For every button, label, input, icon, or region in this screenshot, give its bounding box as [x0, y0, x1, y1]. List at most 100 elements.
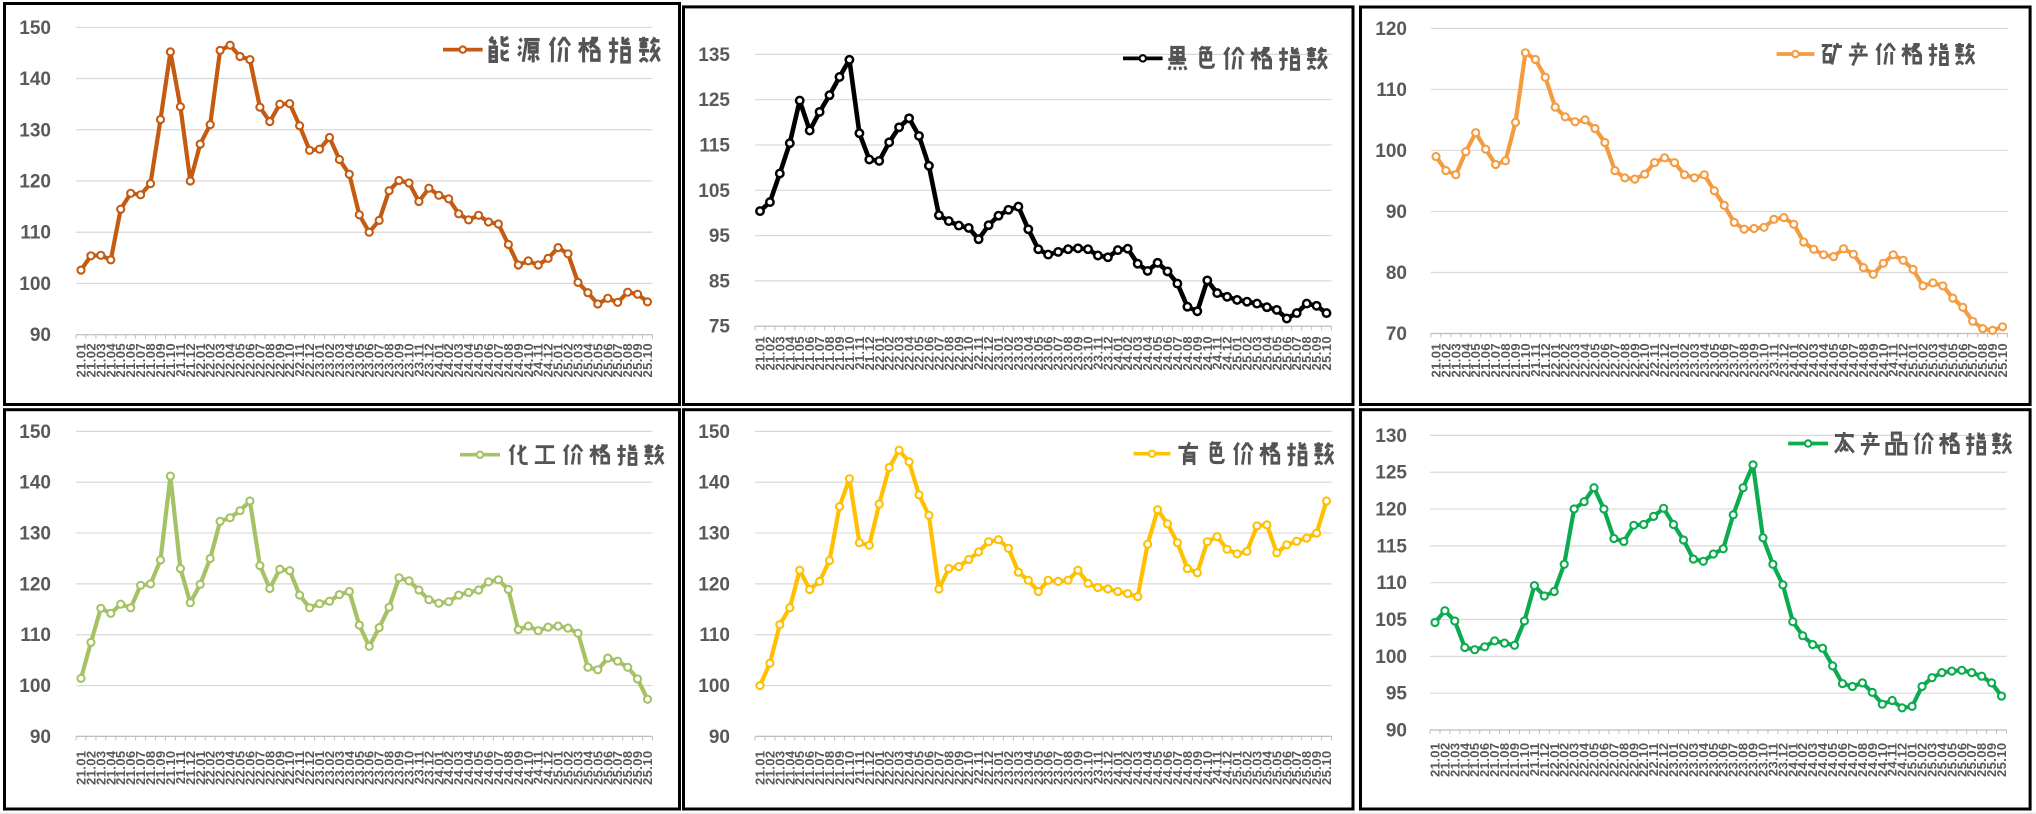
svg-text:25.08: 25.08 [620, 343, 635, 377]
svg-text:22.11: 22.11 [971, 336, 986, 370]
svg-text:22.12: 22.12 [981, 751, 996, 785]
svg-text:25.04: 25.04 [1935, 343, 1950, 378]
svg-text:24.08: 24.08 [1180, 751, 1195, 785]
svg-text:23.03: 23.03 [332, 751, 347, 785]
svg-text:24.12: 24.12 [541, 343, 556, 377]
svg-text:25.06: 25.06 [1279, 751, 1294, 785]
svg-text:22.06: 22.06 [921, 336, 936, 370]
svg-text:22.12: 22.12 [302, 343, 317, 377]
svg-text:23.06: 23.06 [1716, 743, 1731, 777]
svg-text:21.09: 21.09 [1507, 743, 1522, 777]
svg-text:22.09: 22.09 [1626, 743, 1641, 777]
svg-text:23.08: 23.08 [1736, 743, 1751, 777]
svg-text:120: 120 [1375, 19, 1407, 40]
svg-text:24.07: 24.07 [491, 343, 506, 377]
svg-text:23.09: 23.09 [1071, 336, 1086, 370]
svg-text:25.05: 25.05 [1269, 336, 1284, 370]
svg-text:25.08: 25.08 [1975, 343, 1990, 377]
svg-text:23.01: 23.01 [312, 751, 327, 785]
svg-text:21.10: 21.10 [1518, 343, 1533, 377]
svg-text:23.08: 23.08 [382, 751, 397, 785]
svg-text:24.02: 24.02 [1795, 743, 1810, 777]
svg-text:130: 130 [1375, 426, 1407, 447]
svg-text:22.07: 22.07 [931, 336, 946, 370]
svg-text:24.01: 24.01 [431, 751, 446, 785]
svg-text:25.03: 25.03 [570, 343, 585, 377]
svg-text:23.09: 23.09 [392, 751, 407, 785]
svg-text:25.04: 25.04 [580, 750, 595, 785]
svg-text:23.01: 23.01 [1666, 743, 1681, 777]
svg-text:25.02: 25.02 [1915, 743, 1930, 777]
svg-text:25.02: 25.02 [1240, 751, 1255, 785]
svg-text:24.10: 24.10 [1875, 743, 1890, 777]
svg-text:25.10: 25.10 [1319, 336, 1334, 370]
svg-text:24.03: 24.03 [1130, 751, 1145, 785]
svg-text:24.12: 24.12 [541, 751, 556, 785]
svg-text:23.01: 23.01 [1667, 343, 1682, 377]
svg-text:22.09: 22.09 [1627, 343, 1642, 377]
svg-text:150: 150 [698, 422, 730, 443]
svg-text:25.09: 25.09 [630, 751, 645, 785]
svg-text:95: 95 [1386, 684, 1408, 705]
svg-text:25.10: 25.10 [1995, 343, 2010, 377]
svg-text:23.11: 23.11 [1090, 751, 1105, 785]
svg-text:21.01: 21.01 [752, 336, 767, 370]
svg-text:22.05: 22.05 [912, 336, 927, 370]
svg-text:23.07: 23.07 [1727, 343, 1742, 377]
svg-text:23.12: 23.12 [1776, 343, 1791, 377]
svg-text:25.03: 25.03 [1925, 343, 1940, 377]
svg-text:25.07: 25.07 [1965, 343, 1980, 377]
svg-text:22.07: 22.07 [1606, 743, 1621, 777]
svg-text:25.04: 25.04 [1934, 742, 1949, 777]
svg-text:23.05: 23.05 [352, 751, 367, 785]
svg-text:21.01: 21.01 [1428, 343, 1443, 377]
svg-text:21.02: 21.02 [1438, 343, 1453, 377]
svg-text:90: 90 [709, 727, 730, 748]
svg-text:22.04: 22.04 [902, 336, 917, 371]
svg-text:23.11: 23.11 [1766, 343, 1781, 377]
svg-text:22.02: 22.02 [882, 751, 897, 785]
svg-text:24.08: 24.08 [501, 343, 516, 377]
svg-text:22.12: 22.12 [1656, 743, 1671, 777]
svg-text:22.05: 22.05 [912, 751, 927, 785]
svg-text:23.11: 23.11 [1090, 336, 1105, 370]
svg-text:22.09: 22.09 [951, 336, 966, 370]
svg-text:23.08: 23.08 [1061, 336, 1076, 370]
svg-text:22.10: 22.10 [1636, 743, 1651, 777]
svg-text:21.12: 21.12 [183, 751, 198, 785]
svg-text:25.05: 25.05 [1945, 343, 1960, 377]
svg-text:21.09: 21.09 [832, 751, 847, 785]
svg-text:21.11: 21.11 [173, 751, 188, 785]
svg-text:25.06: 25.06 [600, 343, 615, 377]
svg-text:23.06: 23.06 [1041, 336, 1056, 370]
svg-text:23.07: 23.07 [1051, 751, 1066, 785]
svg-text:23.02: 23.02 [1677, 343, 1692, 377]
svg-text:22.06: 22.06 [242, 751, 257, 785]
svg-text:22.03: 22.03 [1568, 343, 1583, 377]
svg-text:23.03: 23.03 [1011, 336, 1026, 370]
svg-text:23.04: 23.04 [1697, 343, 1712, 378]
svg-text:25.08: 25.08 [1299, 751, 1314, 785]
svg-text:25.02: 25.02 [561, 751, 576, 785]
svg-text:21.02: 21.02 [762, 336, 777, 370]
svg-text:22.04: 22.04 [1578, 343, 1593, 378]
svg-text:140: 140 [19, 473, 51, 494]
svg-text:24.09: 24.09 [511, 343, 526, 377]
svg-text:22.05: 22.05 [1588, 343, 1603, 377]
svg-text:21.05: 21.05 [792, 751, 807, 785]
svg-text:24.10: 24.10 [521, 343, 536, 377]
svg-text:22.02: 22.02 [1557, 743, 1572, 777]
svg-text:25.09: 25.09 [630, 343, 645, 377]
svg-text:25.04: 25.04 [1259, 336, 1274, 371]
svg-text:23.08: 23.08 [1061, 751, 1076, 785]
svg-text:23.03: 23.03 [332, 343, 347, 377]
svg-text:22.02: 22.02 [203, 751, 218, 785]
svg-text:23.12: 23.12 [421, 343, 436, 377]
svg-text:24.02: 24.02 [1120, 751, 1135, 785]
svg-text:22.09: 22.09 [272, 751, 287, 785]
svg-text:23.06: 23.06 [362, 343, 377, 377]
svg-text:23.05: 23.05 [1031, 336, 1046, 370]
svg-text:22.03: 22.03 [213, 751, 228, 785]
svg-text:23.10: 23.10 [1756, 343, 1771, 377]
svg-text:24.03: 24.03 [451, 343, 466, 377]
